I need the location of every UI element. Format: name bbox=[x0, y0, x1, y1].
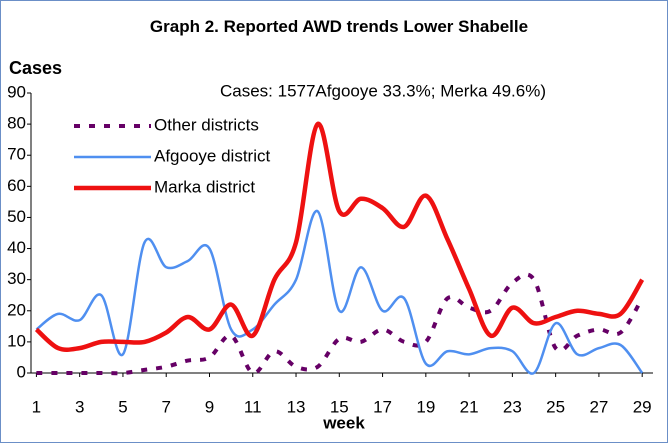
series-line bbox=[36, 272, 644, 376]
y-tick-label: 80 bbox=[7, 114, 26, 133]
x-tick-label: 11 bbox=[244, 397, 262, 416]
x-axis-label: week bbox=[322, 413, 365, 432]
x-tick-label: 27 bbox=[589, 397, 608, 416]
y-axis-label: Cases bbox=[9, 58, 62, 78]
x-tick-label: 17 bbox=[373, 397, 392, 416]
legend-label: Marka district bbox=[154, 177, 255, 196]
y-tick-label: 0 bbox=[17, 362, 26, 381]
chart-title: Graph 2. Reported AWD trends Lower Shabe… bbox=[149, 17, 529, 36]
x-tick-label: 13 bbox=[287, 397, 306, 416]
series-line bbox=[34, 121, 645, 353]
x-tick-label: 9 bbox=[205, 397, 214, 416]
y-tick-label: 20 bbox=[7, 300, 26, 319]
x-tick-label: 23 bbox=[503, 397, 522, 416]
legend-label: Afgooye district bbox=[154, 146, 270, 165]
x-tick-label: 29 bbox=[633, 397, 652, 416]
y-tick-label: 90 bbox=[7, 82, 26, 101]
y-tick-label: 70 bbox=[7, 145, 26, 164]
x-tick-label: 19 bbox=[416, 397, 435, 416]
y-tick-label: 40 bbox=[7, 238, 26, 257]
legend-label: Other districts bbox=[154, 115, 259, 134]
y-tick-label: 10 bbox=[7, 331, 26, 350]
y-tick-label: 30 bbox=[7, 269, 26, 288]
x-tick-label: 7 bbox=[161, 397, 170, 416]
y-tick-label: 50 bbox=[7, 207, 26, 226]
subtitle: Cases: 1577Afgooye 33.3%; Merka 49.6%) bbox=[220, 81, 546, 100]
series-line bbox=[35, 209, 644, 375]
y-tick-label: 60 bbox=[7, 176, 26, 195]
x-tick-label: 25 bbox=[546, 397, 565, 416]
x-tick-label: 5 bbox=[118, 397, 127, 416]
x-tick-label: 15 bbox=[330, 397, 349, 416]
x-tick-label: 3 bbox=[75, 397, 84, 416]
x-tick-label: 21 bbox=[460, 397, 479, 416]
x-tick-label: 1 bbox=[32, 397, 41, 416]
